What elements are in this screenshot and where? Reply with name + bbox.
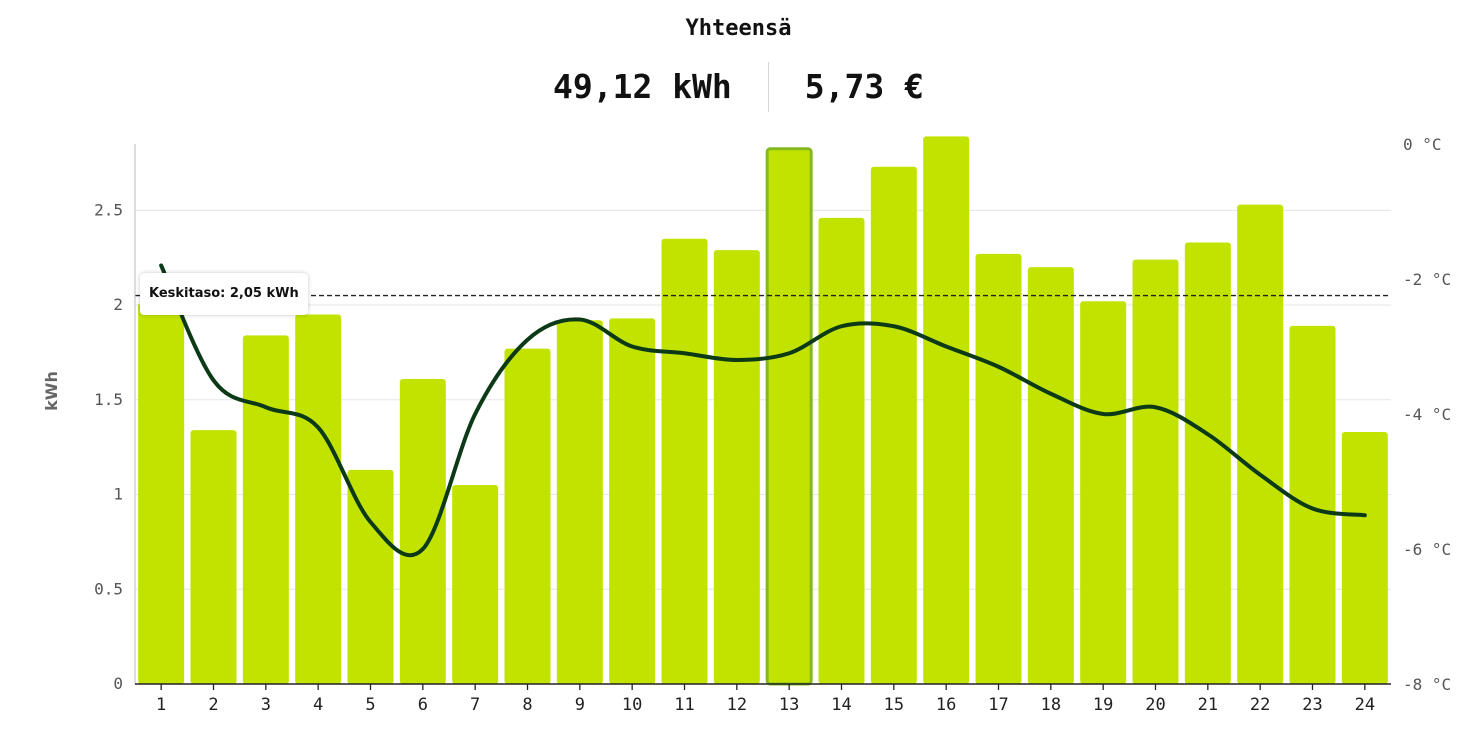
x-tick-19: 19: [1093, 695, 1113, 715]
y-left-tick-0: 0: [113, 674, 123, 693]
bar-selected-13: [765, 147, 813, 686]
bar-17: [975, 253, 1022, 685]
bar-7: [452, 485, 499, 684]
bar-2: [190, 430, 237, 684]
summary-totals: 49,12 kWh 5,73 €: [0, 62, 1477, 112]
x-tick-14: 14: [831, 695, 851, 715]
axes-group: [134, 144, 1391, 685]
bar-6: [399, 378, 446, 684]
bar-1: [138, 303, 185, 684]
bar-11: [661, 238, 708, 684]
bar-15: [870, 166, 917, 685]
x-tick-2: 2: [208, 695, 218, 715]
x-tick-11: 11: [674, 695, 694, 715]
energy-total: 49,12 kWh: [517, 62, 769, 112]
x-tick-8: 8: [522, 695, 532, 715]
x-tick-5: 5: [365, 695, 375, 715]
x-tick-3: 3: [261, 695, 271, 715]
y-right-tick-3: -2 °C: [1403, 270, 1451, 289]
bar-14: [818, 217, 865, 685]
x-tick-13: 13: [779, 695, 799, 715]
x-tick-21: 21: [1198, 695, 1218, 715]
y-left-tick-1: 0.5: [94, 579, 123, 598]
temperature-line-group: [159, 263, 1367, 558]
x-tick-10: 10: [622, 695, 642, 715]
x-tick-15: 15: [884, 695, 904, 715]
y-right-tick-1: -6 °C: [1403, 540, 1451, 559]
y-left-tick-5: 2.5: [94, 200, 123, 219]
bar-16: [923, 136, 970, 685]
y-axis-label: kWh: [42, 371, 61, 411]
bar-4: [295, 314, 342, 684]
average-label: Keskitaso: 2,05 kWh: [140, 272, 308, 315]
x-tick-18: 18: [1041, 695, 1061, 715]
bar-8: [504, 348, 551, 684]
x-tick-4: 4: [313, 695, 323, 715]
x-tick-22: 22: [1250, 695, 1270, 715]
bar-22: [1237, 204, 1284, 684]
bar-9: [556, 320, 603, 684]
bar-3: [242, 335, 289, 684]
x-tick-24: 24: [1355, 695, 1375, 715]
bar-5: [347, 469, 394, 684]
grid-lines: [135, 209, 1391, 590]
y-left-ticks: 0 0.5 1 1.5 2 2.5: [94, 200, 123, 693]
summary-title: Yhteensä: [685, 16, 792, 41]
x-tick-7: 7: [470, 695, 480, 715]
x-tick-17: 17: [988, 695, 1008, 715]
bar-18: [1027, 267, 1074, 684]
bar-23: [1289, 325, 1336, 684]
bar-20: [1132, 259, 1179, 684]
x-ticks: 1 2 3 4 5 6 7 8 9 10 11 12 13 14 15 16 17 18 19 20 21 22 23 24: [156, 684, 1375, 715]
y-right-ticks: -8 °C -6 °C -4 °C -2 °C 0 °C: [1403, 135, 1451, 694]
temperature-line: [159, 263, 1367, 558]
x-tick-1: 1: [156, 695, 166, 715]
x-tick-20: 20: [1145, 695, 1165, 715]
x-tick-9: 9: [575, 695, 585, 715]
y-left-tick-3: 1.5: [94, 390, 123, 409]
cost-total: 5,73 €: [804, 67, 925, 106]
bar-21: [1184, 242, 1231, 685]
bar-19: [1080, 301, 1127, 684]
x-tick-6: 6: [418, 695, 428, 715]
bar-12: [713, 250, 760, 684]
bars-group: [138, 136, 1388, 686]
y-left-tick-4: 2: [113, 295, 123, 314]
y-right-tick-0: -8 °C: [1403, 675, 1451, 694]
x-tick-12: 12: [727, 695, 747, 715]
y-right-tick-2: -4 °C: [1403, 405, 1451, 424]
y-right-tick-4: 0 °C: [1403, 135, 1442, 154]
y-left-tick-2: 1: [113, 485, 123, 504]
x-tick-23: 23: [1302, 695, 1322, 715]
bar-24: [1341, 432, 1388, 684]
x-tick-16: 16: [936, 695, 956, 715]
bar-10: [609, 318, 656, 684]
